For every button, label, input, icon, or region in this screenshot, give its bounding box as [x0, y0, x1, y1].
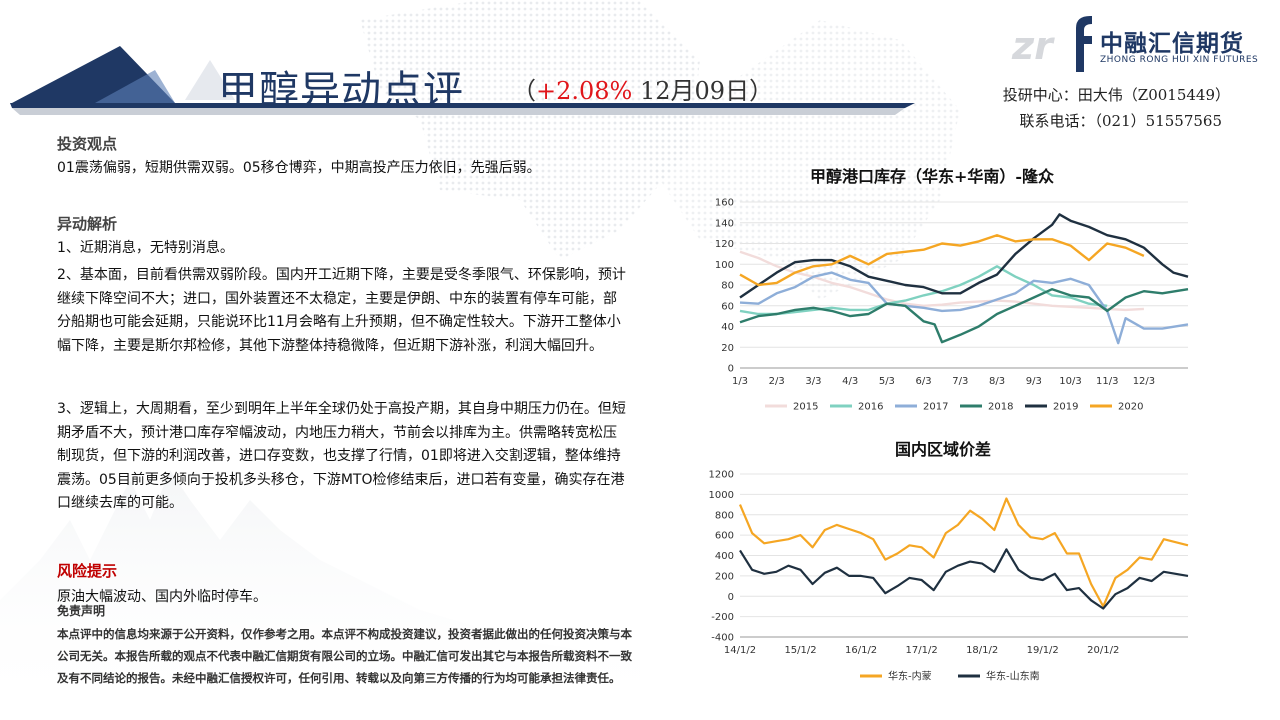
- series-line-2015: [739, 250, 1144, 312]
- legend-label: 2018: [988, 402, 1013, 413]
- risk-heading: 风险提示: [57, 562, 118, 580]
- x-tick-label: 3/3: [805, 376, 821, 387]
- y-tick-label: -200: [711, 612, 734, 623]
- chart1-title: 甲醇港口库存（华东+华南）-隆众: [810, 167, 1055, 186]
- y-tick-label: 60: [721, 301, 734, 312]
- analysis-point-1: 1、近期消息，无特别消息。: [57, 240, 234, 256]
- header-banner: [10, 46, 915, 115]
- x-tick-label: 18/1/2: [966, 645, 998, 656]
- legend-label: 2016: [858, 402, 883, 413]
- series-line-2020: [739, 234, 1145, 287]
- x-tick-label: 1/3: [732, 376, 748, 387]
- x-tick-label: 7/3: [952, 376, 968, 387]
- series-line-华东-山东南: [739, 548, 1189, 610]
- report-date: 12月09日）: [632, 77, 774, 105]
- y-tick-label: 0: [728, 364, 734, 375]
- company-logo-english: ZHONG RONG HUI XIN FUTURES: [1100, 55, 1259, 65]
- x-tick-label: 6/3: [916, 376, 932, 387]
- disclaimer-heading: 免责声明: [57, 604, 106, 618]
- x-tick-label: 20/1/2: [1087, 645, 1119, 656]
- disclaimer-text: 本点评中的信息均来源于公开资料，仅作参考之用。本点评不构成投资建议，投资者据此做…: [57, 627, 632, 685]
- view-text: 01震荡偏弱，短期供需双弱。05移仓博弈，中期高投产压力依旧，先强后弱。: [57, 160, 541, 176]
- y-tick-label: 0: [728, 592, 734, 603]
- analysis-point-2: 2、基本面，目前看供需双弱阶段。国内开工近期下降，主要是受冬季限气、环保影响，预…: [57, 267, 626, 354]
- y-tick-label: -400: [711, 633, 734, 644]
- legend-label: 2015: [793, 402, 818, 413]
- title-paren-open: （: [512, 77, 536, 105]
- risk-text: 原油大幅波动、国内外临时停车。: [57, 589, 267, 605]
- legend-label: 华东-内蒙: [888, 670, 932, 683]
- view-heading: 投资观点: [57, 135, 118, 153]
- page-title: 甲醇异动点评: [218, 68, 464, 114]
- title-change: （+2.08% 12月09日）: [512, 71, 773, 106]
- series-line-2018: [739, 287, 1189, 344]
- x-tick-label: 2/3: [769, 376, 785, 387]
- y-tick-label: 600: [715, 531, 734, 542]
- x-tick-label: 14/1/2: [724, 645, 756, 656]
- x-tick-label: 5/3: [879, 376, 895, 387]
- company-logo-icon: [1076, 16, 1092, 72]
- legend-label: 华东-山东南: [986, 670, 1040, 683]
- x-tick-label: 4/3: [842, 376, 858, 387]
- x-tick-label: 15/1/2: [784, 645, 816, 656]
- x-tick-label: 10/3: [1059, 376, 1081, 387]
- y-tick-label: 40: [721, 322, 734, 333]
- y-tick-label: 140: [715, 218, 734, 229]
- series-line-华东-内蒙: [738, 497, 1189, 608]
- y-tick-label: 400: [715, 551, 734, 562]
- series-line-2019: [739, 213, 1189, 299]
- contact-phone: 联系电话：（021）51557565: [1019, 112, 1222, 130]
- x-tick-label: 9/3: [1026, 376, 1042, 387]
- y-tick-label: 20: [721, 343, 734, 354]
- x-tick-label: 19/1/2: [1027, 645, 1059, 656]
- analyst-info: 投研中心：田大伟（Z0015449）: [1002, 86, 1230, 104]
- series-line-2017: [739, 271, 1189, 345]
- x-tick-label: 12/3: [1133, 376, 1155, 387]
- spread-line-chart: -400 -200 0 200 400 600 800 1000 1200 14/1/2 15/1/…: [709, 470, 1189, 683]
- y-tick-label: 800: [715, 510, 734, 521]
- y-tick-label: 200: [715, 571, 734, 582]
- y-tick-label: 1000: [709, 490, 734, 501]
- x-tick-label: 8/3: [989, 376, 1005, 387]
- analysis-heading: 异动解析: [57, 215, 118, 233]
- analysis-point-3: 3、逻辑上，大周期看，至少到明年上半年全球仍处于高投产期，其自身中期压力仍在。但…: [57, 401, 626, 511]
- legend-label: 2019: [1053, 402, 1078, 413]
- x-tick-label: 11/3: [1096, 376, 1118, 387]
- y-tick-label: 100: [715, 260, 734, 271]
- company-logo-text: 中融汇信期货: [1100, 31, 1244, 57]
- y-tick-label: 1200: [709, 470, 734, 481]
- price-change: +2.08%: [536, 77, 633, 105]
- chart2-title: 国内区域价差: [895, 440, 992, 459]
- x-tick-label: 17/1/2: [906, 645, 938, 656]
- inventory-line-chart: 0 20 40 60 80 100 120 140 160 1/3 2/3 3/3 4/3 5/3 6/3 7…: [715, 198, 1189, 413]
- logo-watermark: zr: [1012, 24, 1053, 68]
- legend-label: 2020: [1118, 402, 1143, 413]
- legend-label: 2017: [923, 402, 948, 413]
- y-tick-label: 120: [715, 239, 734, 250]
- y-tick-label: 160: [715, 198, 734, 209]
- x-tick-label: 16/1/2: [845, 645, 877, 656]
- y-tick-label: 80: [721, 281, 734, 292]
